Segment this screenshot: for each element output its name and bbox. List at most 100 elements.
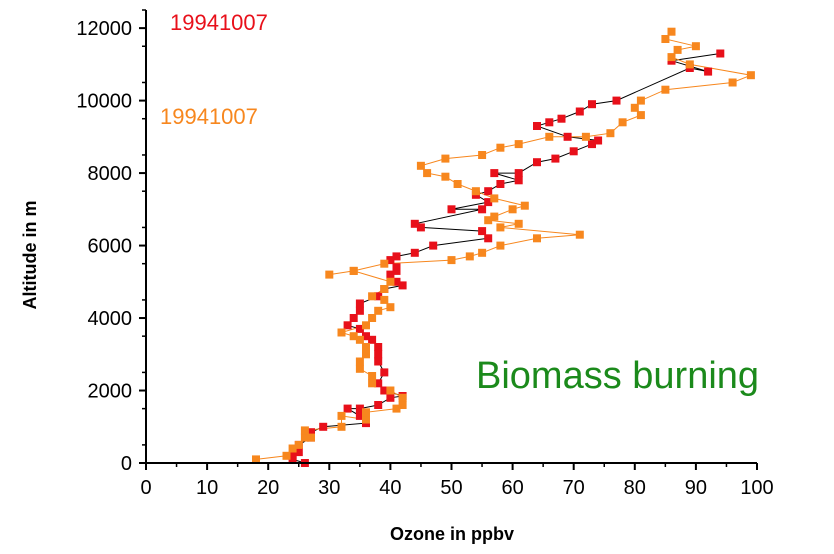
data-point-series-0 xyxy=(704,67,713,76)
data-point-series-0 xyxy=(355,411,364,420)
data-point-series-1 xyxy=(300,433,309,442)
data-point-series-0 xyxy=(288,451,297,460)
data-point-series-1 xyxy=(691,42,700,51)
data-point-series-0 xyxy=(545,118,554,127)
data-point-series-0 xyxy=(374,401,383,409)
y-tick-label: 0 xyxy=(121,453,132,475)
data-point-series-0 xyxy=(575,107,584,116)
data-point-series-0 xyxy=(612,96,621,105)
data-point-series-0 xyxy=(716,49,725,58)
data-point-series-1 xyxy=(368,379,377,388)
data-point-series-1 xyxy=(355,357,364,366)
series-line-0 xyxy=(292,53,721,464)
x-tick-label: 60 xyxy=(501,477,523,499)
data-point-series-1 xyxy=(661,35,670,43)
data-point-series-0 xyxy=(478,205,487,214)
data-point-series-1 xyxy=(392,404,401,413)
data-point-series-0 xyxy=(410,219,419,228)
data-point-series-0 xyxy=(563,132,572,141)
x-ticks: 0 10 20 30 40 50 60 70 80 90 100 xyxy=(140,463,774,499)
data-point-series-1 xyxy=(368,314,377,322)
data-point-series-1 xyxy=(386,277,395,286)
data-point-series-1 xyxy=(362,343,370,351)
data-point-series-0 xyxy=(496,180,505,188)
annotation-date-orange: 19941007 xyxy=(160,104,258,129)
data-point-series-1 xyxy=(368,292,377,301)
data-point-series-0 xyxy=(374,343,383,351)
data-point-series-0 xyxy=(398,281,407,290)
data-point-series-0 xyxy=(362,332,370,341)
data-point-series-1 xyxy=(252,455,260,464)
data-point-series-1 xyxy=(337,328,346,337)
data-point-series-1 xyxy=(478,248,487,257)
data-point-series-0 xyxy=(374,379,383,388)
data-point-series-1 xyxy=(374,306,383,315)
data-point-series-0 xyxy=(569,147,578,156)
data-point-series-1 xyxy=(673,45,682,54)
data-point-series-1 xyxy=(490,194,499,203)
x-tick-label: 70 xyxy=(563,477,585,499)
data-point-series-1 xyxy=(398,393,407,402)
data-point-series-0 xyxy=(374,350,383,359)
data-point-series-1 xyxy=(362,415,370,424)
data-point-series-1 xyxy=(325,270,334,279)
x-tick-label: 10 xyxy=(196,477,218,499)
data-point-series-1 xyxy=(490,212,499,221)
data-point-series-0 xyxy=(343,404,352,413)
data-point-series-1 xyxy=(355,335,364,344)
x-tick-label: 20 xyxy=(257,477,279,499)
data-point-series-1 xyxy=(496,241,505,250)
y-tick-label: 8000 xyxy=(88,163,133,185)
data-point-series-1 xyxy=(545,132,554,141)
data-point-series-0 xyxy=(392,263,401,272)
x-tick-label: 0 xyxy=(140,477,151,499)
data-point-series-1 xyxy=(441,172,450,181)
data-point-series-1 xyxy=(533,234,541,243)
data-point-series-1 xyxy=(294,440,303,449)
data-point-series-1 xyxy=(606,129,615,138)
data-point-series-1 xyxy=(514,219,523,228)
data-point-series-1 xyxy=(362,321,370,330)
data-point-series-1 xyxy=(667,53,676,62)
data-point-series-0 xyxy=(447,205,456,214)
data-point-series-0 xyxy=(490,169,499,178)
data-point-series-0 xyxy=(392,252,401,261)
data-point-series-1 xyxy=(288,444,297,453)
data-point-series-0 xyxy=(588,140,596,149)
data-point-series-0 xyxy=(557,114,566,123)
data-point-series-0 xyxy=(355,299,364,308)
data-point-series-1 xyxy=(746,71,755,80)
x-tick-label: 100 xyxy=(740,477,773,499)
data-point-series-1 xyxy=(581,132,590,141)
data-point-series-1 xyxy=(661,85,670,94)
data-point-series-0 xyxy=(533,122,541,130)
data-point-series-0 xyxy=(484,234,493,243)
data-point-series-0 xyxy=(478,227,487,236)
data-point-series-1 xyxy=(362,350,370,359)
data-point-series-1 xyxy=(349,332,358,341)
data-point-series-1 xyxy=(349,266,358,275)
data-point-series-1 xyxy=(508,205,517,214)
data-point-series-1 xyxy=(685,60,694,69)
data-point-series-1 xyxy=(496,223,505,232)
data-point-series-1 xyxy=(453,180,462,188)
data-point-series-1 xyxy=(398,401,407,409)
data-point-series-0 xyxy=(374,357,383,366)
data-point-series-1 xyxy=(630,103,639,112)
x-axis-title: Ozone in ppbv xyxy=(390,524,514,544)
data-point-series-1 xyxy=(636,111,645,120)
data-point-series-1 xyxy=(520,201,529,210)
data-point-series-0 xyxy=(410,248,419,257)
data-point-series-1 xyxy=(307,433,315,442)
x-tick-label: 90 xyxy=(685,477,707,499)
data-point-series-1 xyxy=(728,78,737,87)
x-tick-label: 30 xyxy=(318,477,340,499)
data-point-series-0 xyxy=(386,270,395,279)
data-point-series-0 xyxy=(533,158,541,167)
data-point-series-0 xyxy=(588,100,596,109)
data-point-series-1 xyxy=(386,386,395,395)
data-point-series-0 xyxy=(551,154,560,163)
data-point-series-1 xyxy=(618,118,627,127)
y-tick-label: 6000 xyxy=(88,236,133,258)
